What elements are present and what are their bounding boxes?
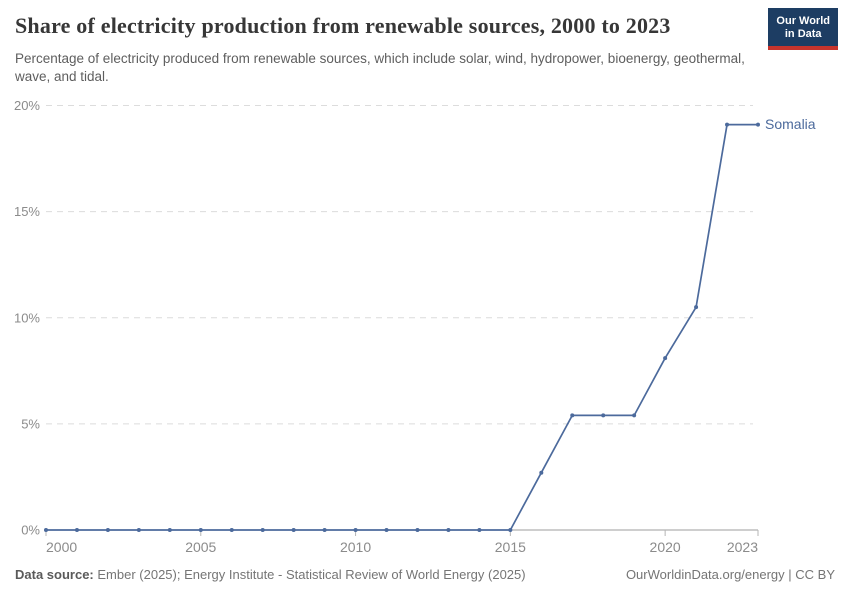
data-point[interactable] — [44, 528, 48, 532]
data-point[interactable] — [756, 122, 760, 127]
x-tick-label: 2010 — [340, 539, 371, 555]
data-point[interactable] — [322, 528, 327, 532]
y-tick-label: 0% — [21, 523, 40, 538]
data-point[interactable] — [229, 528, 234, 532]
data-point[interactable] — [663, 356, 668, 361]
data-point[interactable] — [105, 528, 110, 532]
data-point[interactable] — [725, 122, 730, 127]
data-point[interactable] — [539, 470, 544, 475]
data-point[interactable] — [477, 528, 482, 532]
series-label-somalia[interactable]: Somalia — [765, 116, 816, 132]
page-title: Share of electricity production from ren… — [15, 13, 671, 38]
x-tick-label: 2020 — [650, 539, 681, 555]
chart-footer: Data source: Ember (2025); Energy Instit… — [15, 567, 835, 582]
data-point[interactable] — [353, 528, 358, 532]
data-point[interactable] — [291, 528, 296, 532]
data-source-value: Ember (2025); Energy Institute - Statist… — [97, 567, 526, 582]
owid-logo-line1: Our World — [776, 15, 830, 27]
data-source: Data source: Ember (2025); Energy Instit… — [15, 567, 526, 582]
x-tick-label: 2005 — [185, 539, 216, 555]
x-tick-label: 2000 — [46, 539, 77, 555]
owid-logo[interactable]: Our World in Data — [768, 8, 838, 50]
y-tick-label: 5% — [21, 416, 40, 431]
data-point[interactable] — [260, 528, 265, 532]
y-tick-label: 10% — [14, 310, 40, 325]
data-point[interactable] — [384, 528, 389, 532]
data-point[interactable] — [74, 528, 79, 532]
data-point[interactable] — [508, 528, 513, 532]
data-point[interactable] — [198, 528, 203, 532]
y-tick-label: 20% — [14, 98, 40, 113]
data-point[interactable] — [601, 413, 606, 418]
chart-subtitle: Percentage of electricity produced from … — [15, 51, 745, 84]
x-tick-label: 2015 — [495, 539, 526, 555]
data-point[interactable] — [570, 413, 575, 418]
credit-link[interactable]: OurWorldinData.org/energy | CC BY — [625, 567, 835, 582]
data-point[interactable] — [632, 413, 637, 418]
data-point[interactable] — [136, 528, 141, 532]
y-tick-label: 15% — [14, 204, 40, 219]
x-tick-label: 2023 — [727, 539, 758, 555]
data-point[interactable] — [415, 528, 420, 532]
owid-logo-line2: in Data — [784, 28, 822, 40]
data-point[interactable] — [694, 305, 699, 310]
data-point[interactable] — [167, 528, 172, 532]
data-point[interactable] — [446, 528, 451, 532]
series-line-somalia[interactable] — [46, 123, 758, 531]
data-source-label: Data source: — [15, 567, 94, 582]
